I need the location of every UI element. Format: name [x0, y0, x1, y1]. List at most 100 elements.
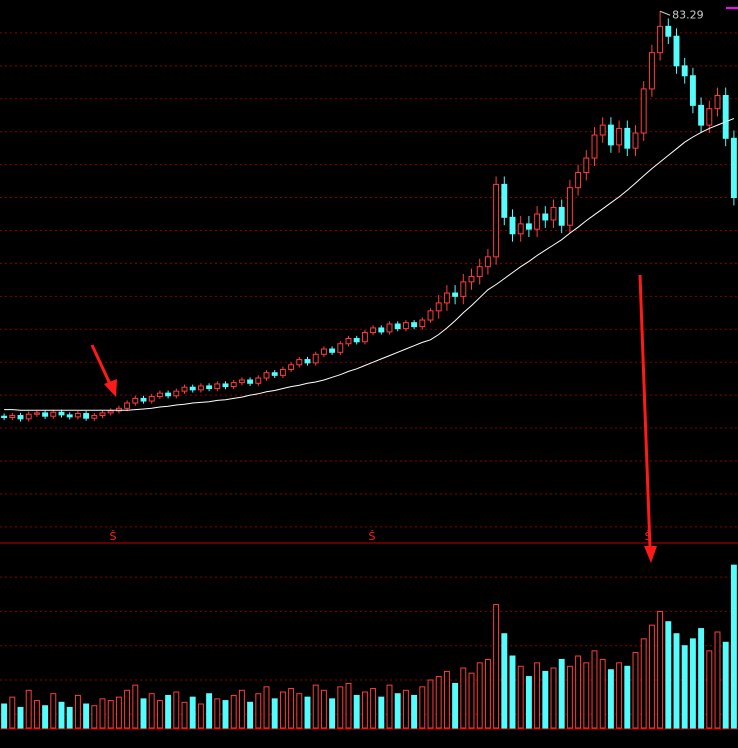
candle-body: [288, 364, 295, 370]
candle-body: [1, 415, 8, 419]
candle-body: [689, 75, 696, 106]
volume-bar: [173, 691, 180, 729]
candle-body: [271, 372, 278, 376]
volume-bar: [509, 655, 516, 729]
volume-bar: [50, 693, 57, 729]
candle-body: [115, 407, 122, 412]
candle-body: [279, 368, 286, 376]
volume-bar: [419, 686, 426, 729]
volume-bar: [353, 694, 360, 729]
volume-bar: [263, 686, 270, 729]
candle-body: [58, 411, 65, 416]
volume-bar: [624, 665, 631, 729]
candle-body: [599, 124, 606, 136]
candle-body: [304, 359, 311, 364]
volume-bar: [124, 689, 131, 729]
moving-average-line: [4, 118, 735, 411]
volume-bar: [361, 691, 368, 729]
candle-body: [124, 402, 131, 409]
candle-body: [435, 302, 442, 312]
candle-body: [74, 413, 81, 418]
candle-body: [673, 35, 680, 67]
volume-bar: [238, 689, 245, 729]
volume-bar: [411, 694, 418, 729]
volume-bar: [91, 705, 98, 729]
volume-bar: [156, 700, 163, 729]
volume-bar: [33, 700, 40, 729]
volume-bar: [632, 652, 639, 729]
candle-body: [657, 25, 664, 54]
volume-bar: [370, 688, 377, 729]
candle-body: [296, 359, 303, 366]
volume-bar: [230, 694, 237, 729]
candle-body: [452, 292, 459, 297]
candle-body: [222, 383, 229, 388]
volume-bar: [271, 698, 278, 729]
candle-body: [353, 337, 360, 343]
volume-bar: [83, 703, 90, 729]
candle-body: [25, 413, 32, 420]
volume-bar: [640, 638, 647, 729]
candle-body: [648, 52, 655, 90]
volume-bar: [394, 693, 401, 729]
volume-bar: [714, 631, 721, 729]
volume-bar: [74, 694, 81, 729]
plot-layer: 83.29 Ŝ Ŝ Ŝ: [0, 8, 738, 729]
volume-bar: [9, 696, 16, 729]
volume-bar: [525, 676, 532, 729]
volume-bar: [288, 688, 295, 729]
candle-body: [443, 292, 450, 304]
candle-body: [698, 104, 705, 126]
volume-bar: [427, 679, 434, 729]
volume-bar: [616, 662, 623, 729]
candle-body: [730, 137, 737, 199]
candle-body: [345, 337, 352, 345]
volume-bar: [657, 610, 664, 729]
volume-bar: [665, 621, 672, 729]
period-marker: Ŝ: [645, 530, 652, 543]
volume-bar: [206, 693, 213, 729]
candle-body: [230, 382, 237, 388]
candle-body: [394, 323, 401, 330]
candle-body: [132, 397, 139, 404]
volume-bar: [214, 698, 221, 729]
volume-bar: [517, 665, 524, 729]
candle-body: [370, 327, 377, 334]
candle-body: [42, 412, 49, 417]
volume-bar: [698, 628, 705, 729]
candle-body: [214, 383, 221, 390]
candle-body: [320, 348, 327, 355]
volume-bar: [312, 684, 319, 729]
arrow-right: [638, 274, 657, 563]
volume-bar: [493, 604, 500, 729]
volume-bar: [386, 684, 393, 729]
candle-body: [386, 323, 393, 333]
candle-body: [156, 392, 163, 397]
candle-body: [263, 372, 270, 379]
candle-body: [525, 223, 532, 230]
candle-body: [206, 385, 213, 390]
candle-body: [378, 327, 385, 333]
volume-bar: [197, 703, 204, 729]
candle-body: [329, 348, 336, 353]
candle-body: [50, 411, 57, 417]
volume-bar: [460, 667, 467, 729]
volume-bar: [58, 701, 65, 729]
candle-body: [632, 132, 639, 149]
volume-bar: [534, 662, 541, 729]
candle-body: [640, 88, 647, 134]
candle-body: [558, 206, 565, 226]
candle-body: [427, 310, 434, 321]
candle-body: [165, 392, 172, 397]
candle-body: [624, 127, 631, 149]
volume-bar: [722, 641, 729, 729]
volume-bar: [181, 701, 188, 729]
volume-bar: [566, 665, 573, 729]
volume-bar: [42, 705, 49, 729]
candle-body: [83, 413, 90, 419]
candle-body: [255, 377, 262, 384]
volume-bar: [66, 706, 73, 729]
volume-bar: [345, 682, 352, 729]
volume-bar: [99, 698, 106, 729]
